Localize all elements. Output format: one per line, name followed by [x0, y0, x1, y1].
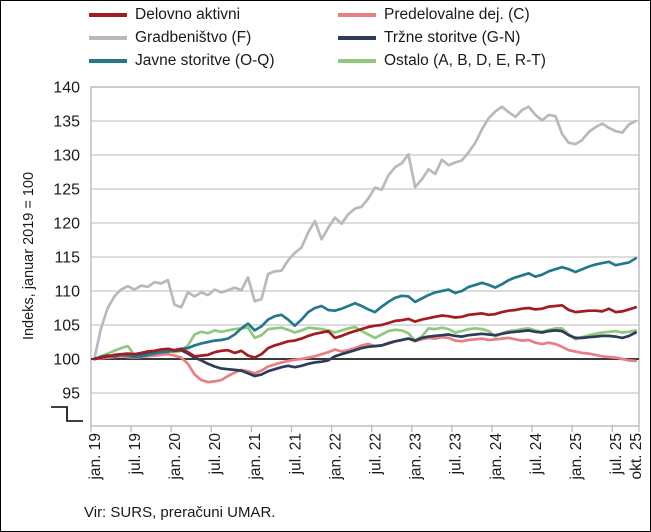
x-tick-label: jul. 20: [207, 433, 224, 476]
y-tick-label: 105: [53, 318, 80, 335]
x-tick-label: okt. 25: [628, 433, 645, 480]
x-tick-label: jan. 21: [247, 433, 264, 481]
x-tick-label: jan. 23: [408, 433, 425, 481]
axis-break-mark: [51, 406, 83, 422]
y-tick-label: 100: [53, 352, 80, 369]
legend-item-javne-storitve: Javne storitve (O-Q): [89, 51, 275, 71]
y-tick-label: 135: [53, 114, 80, 131]
legend-label: Ostalo (A, B, D, E, R-T): [384, 52, 546, 69]
series-line-1: [92, 303, 638, 361]
series-line-2: [92, 335, 638, 384]
legend-item-gradbenistvo: Gradbeništvo (F): [89, 28, 251, 48]
source-note: Vir: SURS, preračuni UMAR.: [84, 504, 276, 521]
series-line-3: [92, 105, 638, 361]
legend-item-ostalo: Ostalo (A, B, D, E, R-T): [338, 51, 546, 71]
y-tick-label: 95: [62, 386, 80, 403]
legend-label: Predelovalne dej. (C): [384, 6, 530, 23]
y-tick-label: 125: [53, 182, 80, 199]
legend-line-swatch: [89, 13, 127, 17]
x-tick-label: jul. 22: [368, 433, 385, 475]
x-tick-label: jul. 25: [608, 433, 625, 475]
x-tick-label: jul. 23: [448, 433, 465, 475]
x-tick-label: jan. 22: [327, 433, 344, 481]
legend-line-swatch: [338, 13, 376, 17]
y-tick-label: 110: [54, 284, 80, 301]
y-tick-label: 130: [53, 148, 80, 165]
legend-label: Javne storitve (O-Q): [135, 52, 275, 69]
legend-label: Delovno aktivni: [135, 6, 241, 23]
x-tick-label: jan. 24: [488, 433, 505, 481]
y-tick-label: 115: [54, 250, 80, 267]
legend-line-swatch: [89, 59, 127, 63]
legend-item-predelovalne: Predelovalne dej. (C): [338, 5, 530, 25]
y-tick-label: 140: [53, 80, 80, 97]
x-tick-label: jul. 24: [528, 433, 545, 476]
x-tick-label: jan. 19: [87, 433, 104, 481]
x-tick-label: jul. 21: [287, 433, 304, 475]
y-tick-label: 120: [53, 216, 80, 233]
legend-line-swatch: [338, 36, 376, 40]
x-tick-label: jul. 19: [127, 433, 144, 475]
series-line-5: [92, 257, 638, 361]
legend-line-swatch: [338, 59, 376, 63]
legend-label: Tržne storitve (G-N): [384, 29, 521, 46]
plot-frame: [90, 86, 640, 427]
legend-item-trzne-storitve: Tržne storitve (G-N): [338, 28, 520, 48]
x-tick-label: jan. 25: [568, 433, 585, 481]
legend-label: Gradbeništvo (F): [135, 29, 252, 46]
x-tick-label: jan. 20: [167, 433, 184, 481]
legend-item-delovno-aktivni: Delovno aktivni: [89, 5, 240, 25]
legend-line-swatch: [89, 36, 127, 40]
